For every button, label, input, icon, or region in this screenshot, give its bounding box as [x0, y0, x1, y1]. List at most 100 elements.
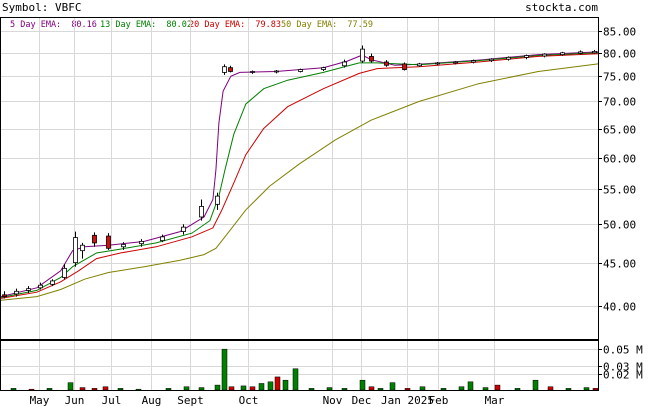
price-panel	[0, 17, 599, 340]
candle-up	[50, 280, 55, 285]
ema-line-13-day-ema	[0, 52, 599, 298]
candle-up	[542, 53, 547, 57]
volume-bar-up	[46, 388, 53, 391]
volume-bar-up	[240, 385, 247, 391]
candle-up	[435, 62, 440, 65]
candle-up	[222, 66, 227, 73]
candle-down	[402, 63, 407, 70]
date-tick-label: Jun	[65, 394, 85, 406]
candle-up	[560, 52, 565, 55]
legend-ema13: 13 Day EMA: 80.02	[100, 20, 192, 30]
date-tick-label: Feb	[429, 394, 449, 406]
candle-up	[199, 206, 204, 218]
volume-bar-up	[67, 382, 74, 391]
volume-bar-up	[565, 388, 572, 391]
volume-tick-label: 0.03 M	[603, 361, 643, 374]
candle-up	[215, 195, 220, 205]
candle-up	[489, 58, 494, 62]
volume-bar-up	[165, 388, 172, 391]
volume-bar-up	[377, 388, 384, 391]
candle-up	[73, 237, 78, 264]
legend-ema50-value: 77.59	[347, 20, 373, 30]
candle-up	[524, 55, 529, 58]
volume-bar-up	[514, 388, 521, 391]
legend-ema20: 20 Day EMA: 79.83	[189, 20, 281, 30]
candle-up	[160, 236, 165, 242]
volume-bar-up	[467, 381, 474, 391]
volume-bars	[10, 348, 599, 391]
candle-down	[92, 234, 97, 244]
ema-line-50-day-ema	[0, 63, 599, 301]
volume-bar-up	[458, 386, 465, 391]
candle-down	[228, 67, 233, 72]
volume-bar-up	[359, 379, 366, 391]
candle-up	[342, 61, 347, 67]
candle-up	[80, 244, 85, 252]
candle-up	[453, 61, 458, 64]
candle-down	[384, 61, 389, 66]
volume-bar-up	[282, 379, 289, 391]
legend-ema50-label: 50 Day EMA:	[281, 20, 337, 30]
volume-bar-down	[404, 388, 411, 391]
ema-line-5-day-ema	[0, 51, 599, 298]
date-tick-label: Aug	[142, 394, 162, 406]
candle-up	[471, 60, 476, 63]
volume-bar-up	[10, 388, 17, 391]
legend-ema13-label: 13 Day EMA:	[100, 20, 156, 30]
volume-bar-up	[221, 348, 228, 391]
date-tick-label: Oct	[239, 394, 259, 406]
price-tick-label: 60.00	[603, 153, 636, 166]
volume-bar-down	[592, 388, 599, 391]
legend-ema20-label: 20 Day EMA:	[189, 20, 245, 30]
candle-down	[106, 235, 111, 249]
volume-bar-down	[274, 376, 281, 391]
price-tick-label: 70.00	[603, 96, 636, 109]
legend-ema5-label: 5 Day EMA:	[10, 20, 61, 30]
candle-up	[592, 51, 597, 54]
volume-bar-up	[198, 387, 205, 391]
volume-panel	[0, 340, 599, 391]
price-tick-label: 85.00	[603, 26, 636, 39]
candle-up	[181, 226, 186, 232]
volume-bar-up	[267, 381, 274, 391]
date-tick-label: May	[30, 394, 50, 406]
price-tick-label: 40.00	[603, 301, 636, 314]
volume-bar-up	[135, 388, 142, 391]
symbol-title: Symbol: VBFC	[2, 1, 81, 14]
volume-bar-up	[532, 379, 539, 391]
legend-ema13-value: 80.02	[166, 20, 192, 30]
volume-bar-down	[91, 388, 98, 391]
ema-lines	[0, 51, 599, 301]
candle-up	[578, 51, 583, 54]
price-tick-label: 45.00	[603, 258, 636, 271]
volume-tick-label: 0.05 M	[603, 344, 643, 357]
volume-axis-ticks: 0.05 M 0.03 M0.02 M	[598, 344, 643, 382]
volume-bar-down	[79, 387, 86, 391]
volume-bar-up	[292, 368, 299, 391]
price-tick-label: 65.00	[603, 124, 636, 137]
volume-bar-down	[368, 386, 375, 391]
price-candles	[2, 45, 597, 299]
candle-up	[62, 267, 67, 278]
candle-up	[139, 240, 144, 245]
candle-up	[38, 284, 43, 289]
ema-line-20-day-ema	[0, 53, 599, 299]
volume-bar-down	[102, 386, 109, 391]
date-tick-label: Dec	[352, 394, 372, 406]
volume-bar-down	[28, 388, 35, 391]
volume-bar-up	[419, 386, 426, 391]
volume-bar-up	[341, 388, 348, 391]
volume-tick-label: 0.02 M	[603, 369, 643, 382]
candle-up	[298, 69, 303, 72]
volume-bar-up	[308, 388, 315, 391]
candle-up	[506, 56, 511, 60]
price-tick-label: 55.00	[603, 184, 636, 197]
candle-down	[369, 56, 374, 62]
volume-bar-up	[258, 383, 265, 391]
volume-bar-up	[482, 387, 489, 391]
candle-down	[2, 294, 7, 297]
volume-bar-up	[326, 387, 333, 391]
volume-bar-down	[494, 384, 501, 391]
volume-bar-down	[249, 386, 256, 391]
